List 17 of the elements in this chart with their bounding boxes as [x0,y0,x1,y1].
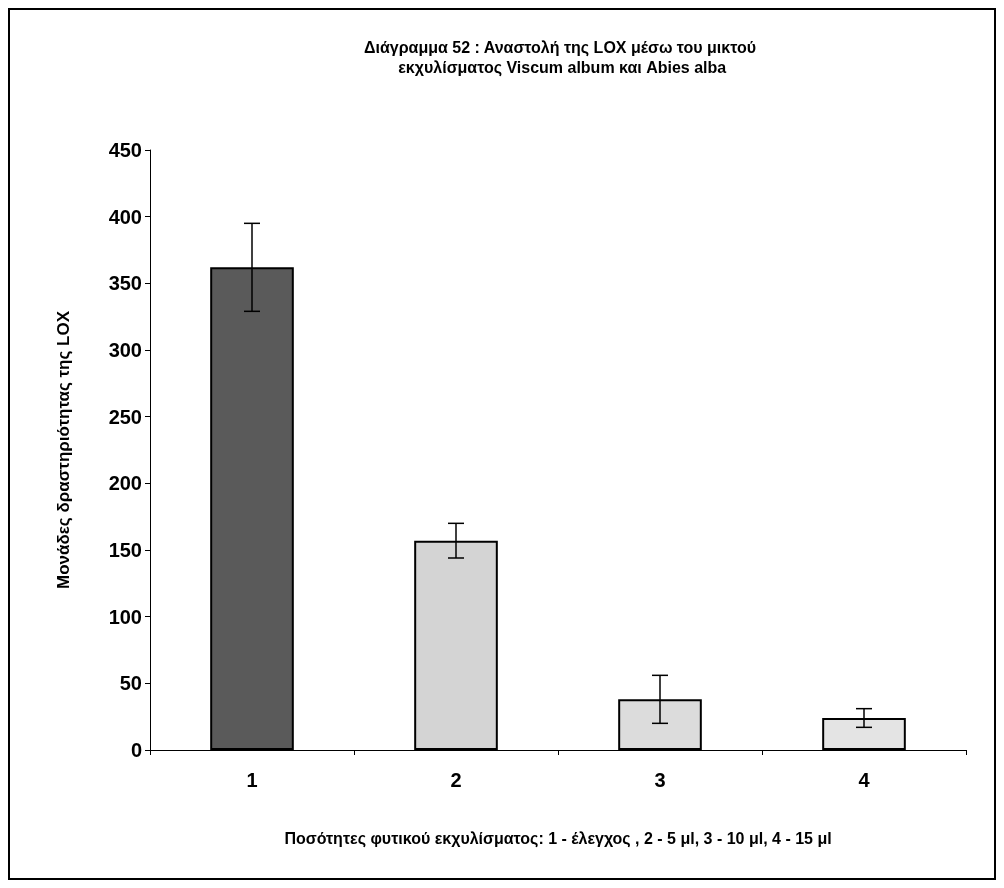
y-axis-title: Μονάδες δραστηριότητας της LOX [54,310,73,590]
y-tick-label: 300 [108,339,142,361]
y-tick-label: 200 [108,472,142,495]
y-tick-label: 50 [119,672,142,695]
y-tick-label: 450 [108,139,142,161]
x-tick-label: 4 [858,769,871,791]
x-tick-label: 2 [450,769,462,791]
y-tick-label: 0 [130,739,142,761]
y-tick-label: 250 [108,405,142,428]
y-tick-label: 150 [108,539,142,561]
x-tick-label: 3 [654,769,666,791]
chart-title: Διάγραμμα 52 : Αναστολή της LOX μέσω του μικτού εκχυλίσματος Viscum album και Abies alba [363,38,757,77]
y-tick-label: 400 [108,205,142,228]
y-tick-label: 100 [108,605,142,628]
x-axis-title: Ποσότητες φυτικού εκχυλίσματος: 1 - έλεγχος , 2 - 5 μl, 3 - 10 μl, 4 - 15 μl [284,829,832,848]
x-tick-label: 1 [246,769,258,791]
y-tick-label: 350 [108,272,142,295]
